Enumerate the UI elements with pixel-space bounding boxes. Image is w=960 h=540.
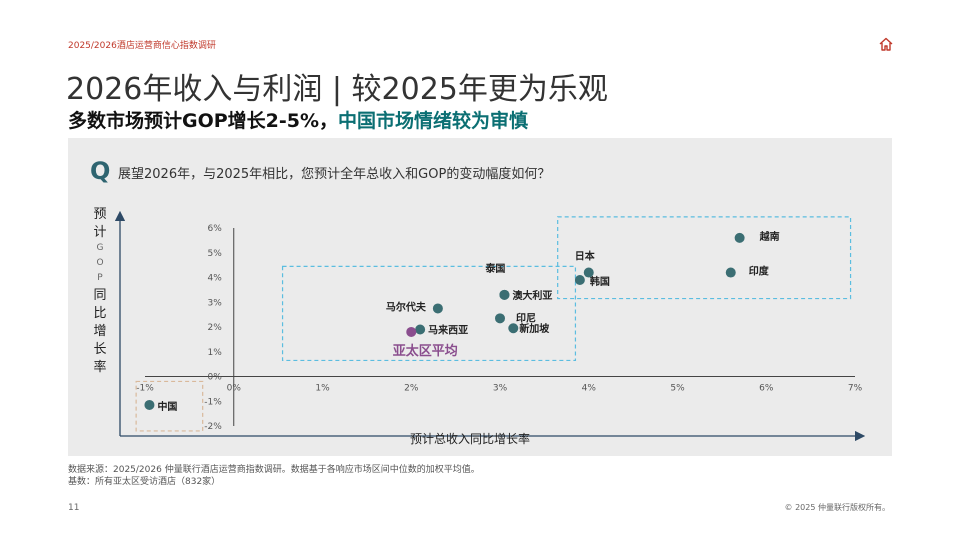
data-point-label: 亚太区平均 [393,343,458,359]
cluster-box-mid [281,265,577,362]
y-tick-label: 6% [207,224,222,234]
x-tick-label: 3% [493,384,508,394]
x-tick-label: 5% [670,384,685,394]
data-point-label: 越南 [759,230,780,243]
data-point [508,323,519,334]
data-point [406,326,417,337]
y-tick-label: -1% [204,397,222,407]
data-point-label: 韩国 [590,275,610,288]
y-tick-label: 4% [207,274,222,284]
cluster-box-china [135,380,204,432]
data-point [144,399,155,410]
data-point-label: 新加坡 [519,322,550,335]
y-tick-label: 1% [207,348,222,358]
page-number: 11 [68,503,80,513]
copyright: © 2025 仲量联行版权所有。 [784,503,890,512]
data-point [583,267,594,278]
cluster-box-high [557,216,852,300]
home-icon[interactable] [878,36,894,52]
data-point [432,303,443,314]
x-tick-label: 0% [227,384,242,394]
subtitle-accent: 中国市场情绪较为审慎 [338,110,529,132]
data-point [495,313,505,324]
y-tick-label: 2% [207,323,222,333]
chart-panel [68,138,892,456]
page-subtitle: 多数市场预计GOP增长2-5%，中国市场情绪较为审慎 [68,106,528,133]
data-point-label: 澳大利亚 [512,289,552,302]
x-tick-label: 1% [315,384,330,394]
y-tick-label: 0% [207,373,222,383]
report-label: 2025/2026酒店运营商信心指数调研 [68,41,216,51]
y-tick-label: 3% [207,298,222,308]
subtitle-main: 多数市场预计GOP增长2-5%， [68,110,339,132]
data-point-label: 泰国 [484,262,505,275]
question-text: 展望2026年，与2025年相比，您预计全年总收入和GOP的变动幅度如何？ [118,167,551,182]
source-line-2: 基数：所有亚太区受访酒店（832家） [68,476,221,487]
x-axis-label: 预计总收入同比增长率 [410,432,531,446]
y-tick-label: -2% [204,422,222,432]
x-tick-label: 2% [404,384,419,394]
data-point [725,267,736,278]
question-mark-icon: Q [90,157,111,185]
x-tick-label: -1% [136,384,154,394]
data-point [415,324,426,335]
page-title: 2026年收入与利润 | 较2025年更为乐观 [66,72,608,107]
data-point-label: 印尼 [516,312,536,324]
source-line-1: 数据来源：2025/2026 仲量联行酒店运营商指数调研。数据基于各响应市场区间… [68,465,480,475]
data-point [734,232,745,243]
data-point-label: 马尔代夫 [386,300,427,313]
data-point [574,274,585,285]
scatter-chart: -1% 0% 1% 2% 3% 4% 5% 6% 7% -2% -1% 0% 1% 2% 3% 4% 5% 6% 越… [114,210,866,442]
x-tick-label: 4% [582,384,597,394]
x-tick-label: 6% [759,384,774,394]
data-point-label: 日本 [575,250,596,263]
x-tick-label: 7% [848,384,863,394]
data-point [499,289,510,300]
data-point-label: 马来西亚 [428,323,468,336]
data-point-label: 中国 [157,400,177,413]
data-point-label: 印度 [749,265,770,278]
source-note: 数据来源：2025/2026 仲量联行酒店运营商指数调研。数据基于各响应市场区间… [68,465,480,488]
y-tick-label: 5% [207,249,222,259]
